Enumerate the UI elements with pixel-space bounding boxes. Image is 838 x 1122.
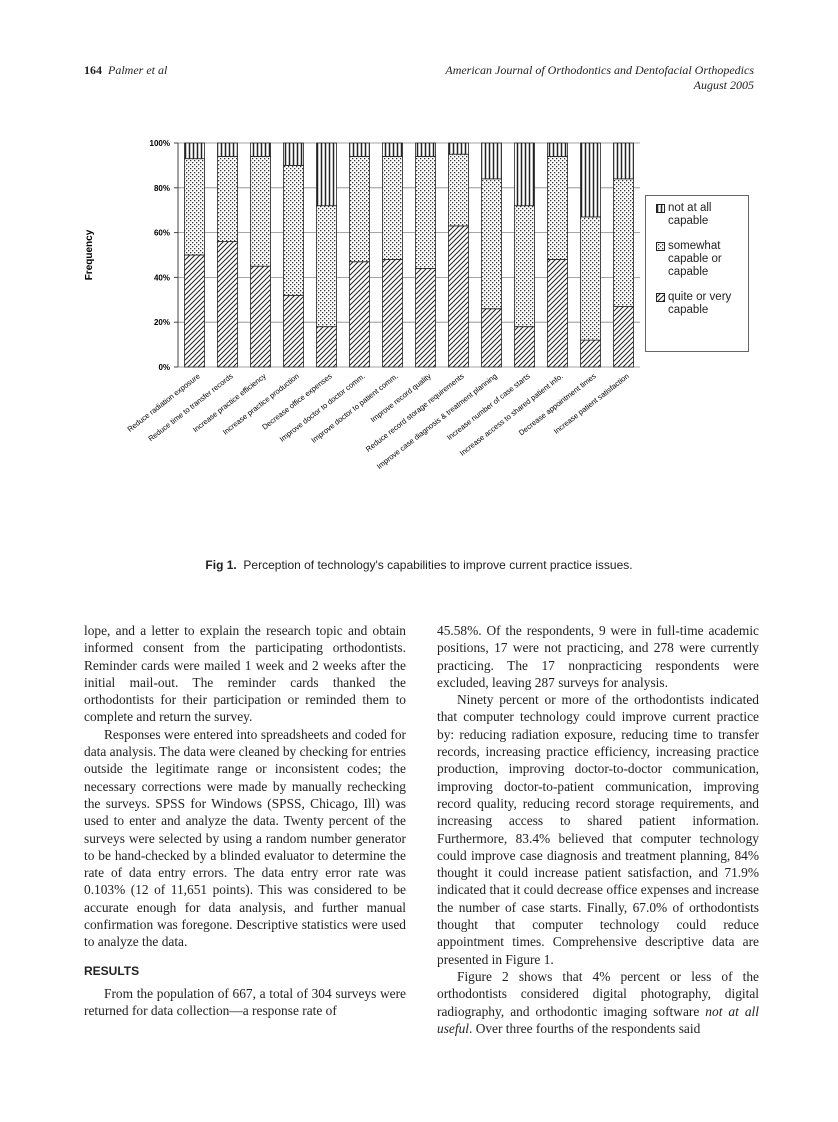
bar-segment [217, 156, 238, 242]
bar-segment [316, 326, 337, 368]
running-head: 164 Palmer et al [84, 63, 167, 78]
legend-label: somewhat capable or capable [668, 240, 722, 278]
bar-segment [415, 156, 436, 269]
bar-segment [349, 261, 370, 368]
bar-segment [448, 142, 469, 155]
legend-swatch [656, 293, 665, 302]
bar-segment [382, 156, 403, 260]
bar-segment [580, 339, 601, 368]
bar-segment [580, 142, 601, 218]
bar-segment [184, 158, 205, 256]
paragraph: Responses were entered into spreadsheets… [84, 726, 406, 950]
date: August 2005 [693, 78, 754, 92]
bar-segment [250, 156, 271, 267]
bar-segment [448, 153, 469, 227]
legend-entry: not at all capable [656, 202, 744, 228]
bar-segment [184, 142, 205, 160]
section-heading: RESULTS [84, 963, 140, 978]
paragraph: 45.58%. Of the respondents, 9 were in fu… [437, 623, 759, 690]
legend-entry: somewhat capable or capable [656, 240, 744, 279]
bar-segment [415, 268, 436, 368]
authors: Palmer et al [108, 63, 168, 77]
bar-segment [514, 326, 535, 368]
text: Figure 2 shows that 4% percent or less o… [437, 968, 759, 1019]
y-axis-label: Frequency [84, 229, 95, 280]
bar-segment [217, 241, 238, 368]
bar-segment [514, 205, 535, 328]
bar-segment [184, 254, 205, 368]
legend-entry: quite or very capable [656, 291, 744, 317]
text: . Over three fourths of the respondents … [469, 1020, 701, 1036]
bar-segment [316, 142, 337, 207]
bar-segment [481, 142, 502, 180]
y-tick-label: 0% [158, 363, 170, 372]
paragraph: Ninety percent or more of the orthodonti… [437, 692, 759, 967]
bar-segment [250, 265, 271, 368]
y-tick-label: 40% [154, 273, 170, 282]
legend-swatch [656, 242, 665, 251]
journal: American Journal of Orthodontics and Den… [445, 63, 754, 77]
bar-segment [349, 156, 370, 263]
y-tick-label: 100% [150, 139, 170, 148]
bar-segment [283, 294, 304, 368]
legend: not at all capable somewhat capable or ca… [645, 195, 749, 352]
chart: Frequency 0%20%40%60%80%100%Reduce radia… [84, 139, 640, 471]
x-tick-label: Improve case diagnosis & treatment plann… [375, 371, 499, 470]
bar-segment [382, 142, 403, 157]
bar-segment [448, 225, 469, 368]
legend-swatch [656, 204, 665, 213]
bar-segment [481, 308, 502, 368]
bar-segment [613, 306, 634, 368]
bar-segment [382, 259, 403, 368]
bar-segment [514, 142, 535, 207]
bar-segment [283, 142, 304, 166]
right-column: 45.58%. Of the respondents, 9 were in fu… [437, 622, 759, 1037]
figure-caption: Fig 1. Perception of technology's capabi… [0, 558, 838, 572]
bar-segment [547, 156, 568, 260]
paragraph: Figure 2 shows that 4% percent or less o… [437, 968, 759, 1037]
y-tick-label: 80% [154, 184, 170, 193]
y-tick-label: 20% [154, 318, 170, 327]
y-tick-label: 60% [154, 229, 170, 238]
bar-segment [547, 259, 568, 368]
caption-label: Fig 1. [205, 558, 237, 572]
left-column: lope, and a letter to explain the resear… [84, 622, 406, 1020]
bar-segment [547, 142, 568, 157]
bar-segment [283, 165, 304, 296]
bar-segment [580, 216, 601, 341]
bar-segment [613, 142, 634, 180]
bar-segment [217, 142, 238, 157]
paragraph: From the population of 667, a total of 3… [84, 985, 406, 1019]
journal-info: American Journal of Orthodontics and Den… [445, 63, 754, 93]
paragraph: lope, and a letter to explain the resear… [84, 623, 406, 725]
bar-segment [349, 142, 370, 157]
caption-text: Perception of technology's capabilities … [243, 558, 633, 572]
bar-segment [250, 142, 271, 157]
x-tick-label: Improve record quality [369, 371, 433, 424]
legend-label: quite or very capable [668, 291, 732, 316]
emphasis: not at all useful [437, 1003, 759, 1036]
bar-segment [316, 205, 337, 328]
page-number: 164 [84, 63, 102, 77]
bar-segment [481, 178, 502, 310]
bar-segment [613, 178, 634, 307]
legend-label: not at all capable [668, 202, 712, 227]
bar-segment [415, 142, 436, 157]
